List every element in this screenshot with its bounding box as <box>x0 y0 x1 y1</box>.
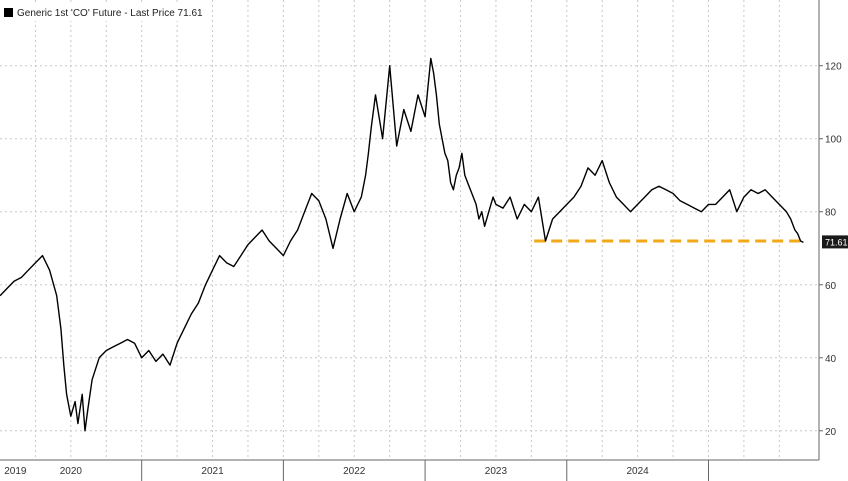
legend-swatch <box>4 8 13 17</box>
y-tick-label-60: 60 <box>825 281 837 292</box>
last-price-label-bg <box>822 235 848 249</box>
y-tick-label-40: 40 <box>825 354 837 365</box>
x-axis-ticks: 2019 2020 2021 2022 2023 2024 <box>4 460 709 481</box>
gridlines <box>0 0 819 460</box>
x-tick-label-2023: 2023 <box>485 466 508 477</box>
y-axis-ticks: 20 40 60 80 100 120 <box>819 62 842 438</box>
legend-background <box>0 4 196 21</box>
x-tick-label-2019: 2019 <box>4 466 27 477</box>
y-tick-label-100: 100 <box>825 135 842 146</box>
y-tick-label-120: 120 <box>825 62 842 73</box>
series-line-0 <box>0 57 804 432</box>
x-tick-label-2020: 2020 <box>60 466 83 477</box>
legend-label: Generic 1st 'CO' Future - Last Price 71.… <box>17 8 203 19</box>
x-tick-label-2021: 2021 <box>201 466 224 477</box>
legend: Generic 1st 'CO' Future - Last Price 71.… <box>0 4 203 21</box>
y-tick-label-80: 80 <box>825 208 837 219</box>
series-group <box>0 57 804 432</box>
axes <box>0 0 820 461</box>
x-tick-label-2024: 2024 <box>627 466 650 477</box>
last-price-label-text: 71.61 <box>825 237 848 247</box>
y-tick-label-20: 20 <box>825 427 837 438</box>
last-price-label: 71.61 <box>822 235 848 249</box>
x-tick-label-2022: 2022 <box>343 466 366 477</box>
